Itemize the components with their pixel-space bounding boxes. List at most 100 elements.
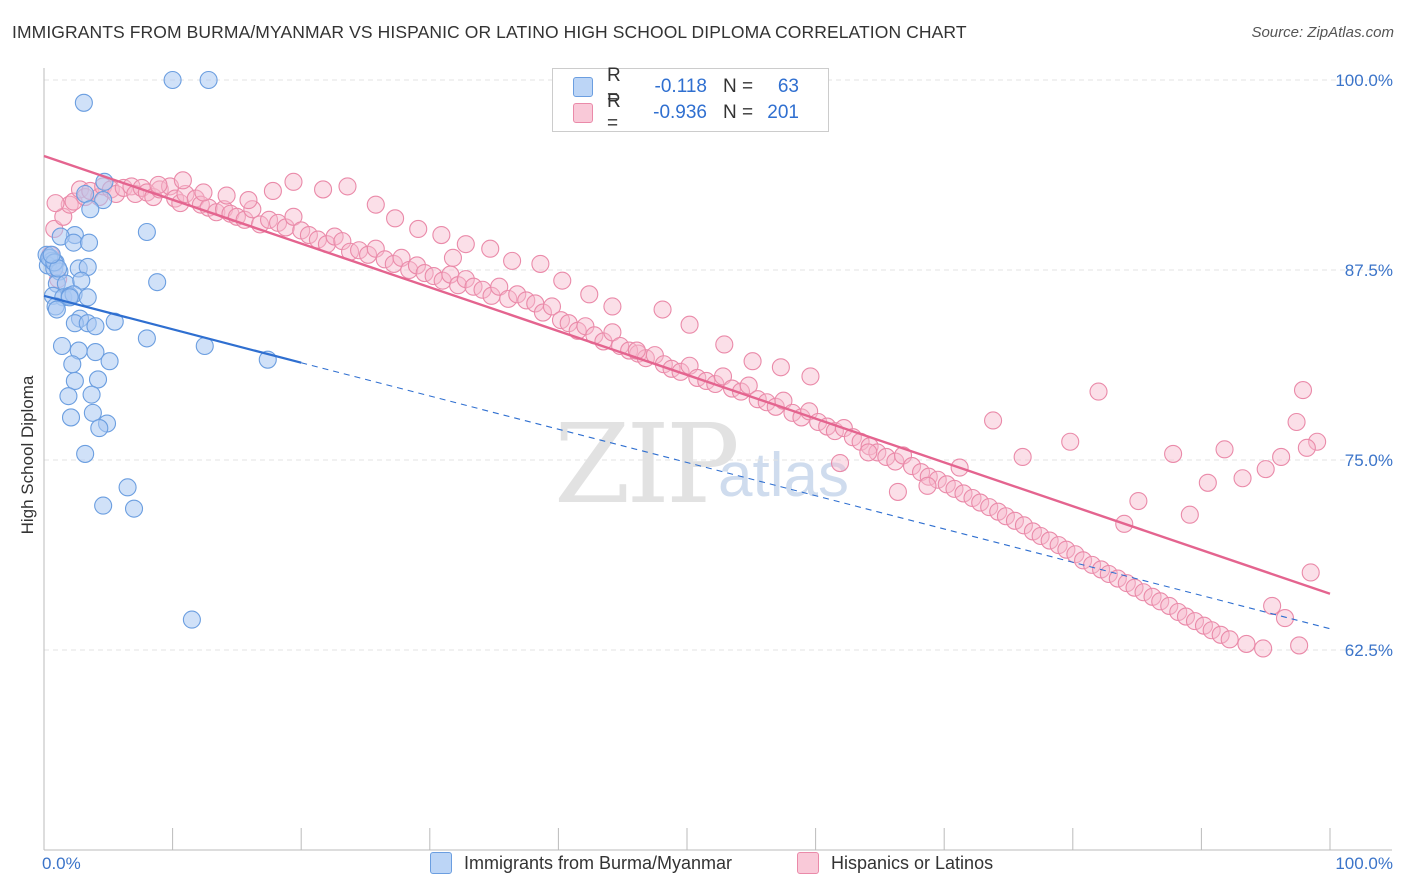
hispanic-point: [149, 175, 168, 194]
y-tick-label: 87.5%: [1345, 261, 1393, 280]
hispanic-point: [284, 207, 303, 226]
legend-swatch-pink: [573, 103, 593, 123]
hispanic-point: [542, 297, 562, 316]
hispanic-point: [715, 335, 734, 354]
burma-point: [163, 70, 182, 90]
hispanic-point: [1293, 381, 1313, 400]
hispanic-point: [984, 411, 1003, 430]
legend-n-label: N =: [723, 102, 754, 123]
hispanic-point: [603, 323, 622, 342]
burma-point: [82, 385, 101, 404]
hispanic-point: [1290, 636, 1309, 655]
hispanic-point: [1180, 505, 1199, 524]
hispanic-point: [432, 225, 451, 245]
hispanic-point: [533, 303, 553, 322]
hispanic-point: [338, 177, 357, 196]
burma-point: [79, 233, 99, 252]
hispanic-point: [386, 209, 405, 228]
axes: [43, 68, 1392, 851]
burma-point: [124, 499, 144, 518]
burma-trend-extension: [301, 362, 1331, 630]
correlation-legend: R = -0.118 N = 63 R = -0.936 N = 201: [552, 65, 829, 134]
hispanic-point: [928, 470, 947, 489]
hispanic-point: [1275, 609, 1295, 628]
bottom-legend-burma: Immigrants from Burma/Myanmar: [430, 852, 732, 874]
bottom-legend-hispanic: Hispanics or Latinos: [797, 852, 993, 874]
hispanic-point: [407, 256, 426, 275]
hispanic-point: [980, 498, 999, 517]
hispanic-point: [1061, 432, 1080, 451]
hispanic-point: [1272, 447, 1291, 467]
hispanic-point: [1125, 578, 1144, 597]
burma-point: [52, 336, 72, 356]
legend-r-label: R =: [607, 91, 621, 134]
hispanic-point: [1108, 569, 1127, 588]
hispanic-point: [481, 239, 500, 258]
burma-point: [64, 233, 83, 252]
hispanic-point: [1164, 444, 1183, 463]
hispanic-point: [1215, 440, 1234, 459]
hispanic-point: [1297, 438, 1316, 457]
y-tick-label: 100.0%: [1335, 71, 1393, 90]
hispanic-point: [1151, 592, 1170, 611]
burma-point: [81, 200, 100, 219]
hispanic-point: [531, 254, 550, 273]
hispanic-point: [263, 181, 282, 201]
legend-r-value-hispanic: -0.936: [653, 102, 707, 123]
hispanic-point: [1287, 412, 1306, 432]
burma-point: [61, 408, 81, 427]
hispanic-point: [194, 183, 213, 202]
y-tick-label: 62.5%: [1345, 641, 1393, 660]
legend-r-value-burma: -0.118: [654, 76, 707, 97]
hispanic-point: [743, 352, 762, 371]
hispanic-point: [653, 300, 672, 319]
hispanic-point: [680, 315, 699, 334]
hispanic-point: [499, 289, 518, 308]
hispanic-point: [888, 482, 907, 501]
hispanic-point: [553, 271, 572, 290]
hispanic-point: [954, 484, 973, 503]
burma-point: [59, 387, 78, 406]
watermark-zip: ZIP: [554, 400, 740, 528]
hispanic-point: [859, 443, 878, 462]
hispanic-point: [771, 358, 790, 377]
hispanic-point: [1233, 469, 1252, 488]
trend-lines: [43, 154, 1331, 630]
hispanic-point: [1202, 621, 1221, 640]
hispanic-point: [239, 191, 258, 210]
hispanic-point: [1176, 607, 1196, 626]
hispanic-point: [1254, 639, 1273, 658]
legend-row-burma: R = -0.118 N = 63: [573, 65, 799, 108]
x-tick-label-min: 0.0%: [42, 854, 81, 873]
hispanic-point: [1099, 564, 1118, 584]
hispanic-point: [1005, 511, 1024, 530]
hispanic-point: [996, 507, 1015, 526]
legend-swatch-blue: [573, 77, 593, 97]
legend-n-label: N =: [723, 76, 754, 97]
hispanic-point: [366, 195, 385, 214]
hispanic-point: [1057, 540, 1076, 559]
hispanic-point: [456, 270, 475, 289]
chart-title: IMMIGRANTS FROM BURMA/MYANMAR VS HISPANI…: [12, 22, 967, 42]
burma-point: [94, 496, 113, 515]
hispanic-point: [1129, 491, 1148, 511]
hispanic-point: [713, 367, 733, 386]
hispanic-point: [580, 285, 599, 304]
hispanic-point: [243, 200, 262, 219]
hispanic-point: [299, 225, 318, 245]
hispanic-point: [1089, 382, 1108, 401]
burma-trend-line: [43, 294, 302, 364]
hispanic-point: [1134, 583, 1153, 602]
burma-point: [63, 355, 82, 374]
hispanic-point: [603, 297, 622, 316]
burma-point: [94, 191, 113, 210]
burma-point: [100, 352, 119, 371]
hispanic-point: [1160, 596, 1179, 615]
hispanic-point: [1014, 516, 1033, 535]
hispanic-point: [217, 186, 236, 205]
legend-n-value-hispanic: 201: [767, 102, 799, 123]
hispanic-point: [918, 476, 937, 495]
source-label: Source: ZipAtlas.com: [1251, 24, 1394, 41]
tick-labels: 62.5% 75.0% 87.5% 100.0% 0.0% 100.0%: [42, 71, 1393, 873]
burma-point: [47, 300, 66, 319]
